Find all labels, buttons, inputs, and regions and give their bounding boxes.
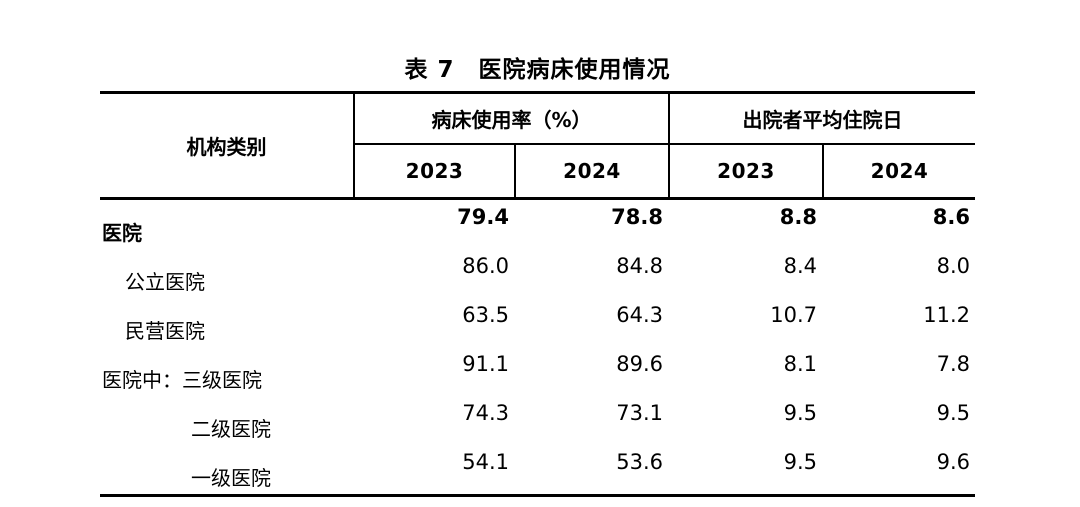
cell-value: 8.6 [932, 205, 970, 229]
column-group-bed-utilization-rate: 病床使用率（%） [355, 94, 668, 145]
cell-value: 8.1 [783, 352, 817, 376]
cell-value: 10.7 [770, 303, 817, 327]
cell-value: 9.5 [783, 450, 817, 474]
cell-value: 53.6 [616, 450, 663, 474]
table-title: 表 7 医院病床使用情况 [404, 57, 671, 83]
cell-value: 8.0 [936, 254, 970, 278]
row-label: 民营医院 [125, 319, 205, 343]
cell-value: 11.2 [923, 303, 970, 327]
table-row: 公立医院 86.0 84.8 8.4 8.0 [100, 249, 975, 298]
cell-value: 9.6 [936, 450, 970, 474]
cell-value: 54.1 [462, 450, 509, 474]
column-header-stay-2023: 2023 [668, 145, 822, 197]
row-label: 二级医院 [191, 417, 271, 441]
table-header: 机构类别 病床使用率（%） 出院者平均住院日 2023 2024 2023 20… [100, 91, 975, 200]
cell-value: 74.3 [462, 401, 509, 425]
column-header-institution-type: 机构类别 [100, 94, 355, 197]
cell-value: 91.1 [462, 352, 509, 376]
row-label: 医院中：三级医院 [102, 368, 262, 392]
cell-value: 73.1 [616, 401, 663, 425]
table-row: 一级医院 54.1 53.6 9.5 9.6 [100, 445, 975, 494]
row-label: 一级医院 [191, 466, 271, 490]
cell-value: 63.5 [462, 303, 509, 327]
cell-value: 84.8 [616, 254, 663, 278]
column-group-avg-length-of-stay: 出院者平均住院日 [668, 94, 975, 145]
cell-value: 64.3 [616, 303, 663, 327]
cell-value: 89.6 [616, 352, 663, 376]
cell-value: 86.0 [462, 254, 509, 278]
cell-value: 9.5 [783, 401, 817, 425]
column-header-stay-2024: 2024 [822, 145, 975, 197]
table-body: 医院 79.4 78.8 8.8 8.6 公立医院 86.0 84.8 8.4 … [100, 200, 975, 497]
cell-value: 7.8 [936, 352, 970, 376]
table-row: 二级医院 74.3 73.1 9.5 9.5 [100, 396, 975, 445]
table-row: 医院中：三级医院 91.1 89.6 8.1 7.8 [100, 347, 975, 396]
row-label: 公立医院 [125, 270, 205, 294]
row-label: 医院 [102, 221, 142, 245]
table-row: 民营医院 63.5 64.3 10.7 11.2 [100, 298, 975, 347]
cell-value: 8.8 [779, 205, 817, 229]
cell-value: 8.4 [783, 254, 817, 278]
cell-value: 79.4 [457, 205, 509, 229]
table-row: 医院 79.4 78.8 8.8 8.6 [100, 200, 975, 249]
cell-value: 78.8 [611, 205, 663, 229]
cell-value: 9.5 [936, 401, 970, 425]
column-header-utilization-2023: 2023 [405, 159, 464, 183]
column-header-utilization-2024: 2024 [514, 145, 668, 197]
hospital-bed-usage-table: 机构类别 病床使用率（%） 出院者平均住院日 2023 2024 2023 20… [100, 91, 975, 497]
